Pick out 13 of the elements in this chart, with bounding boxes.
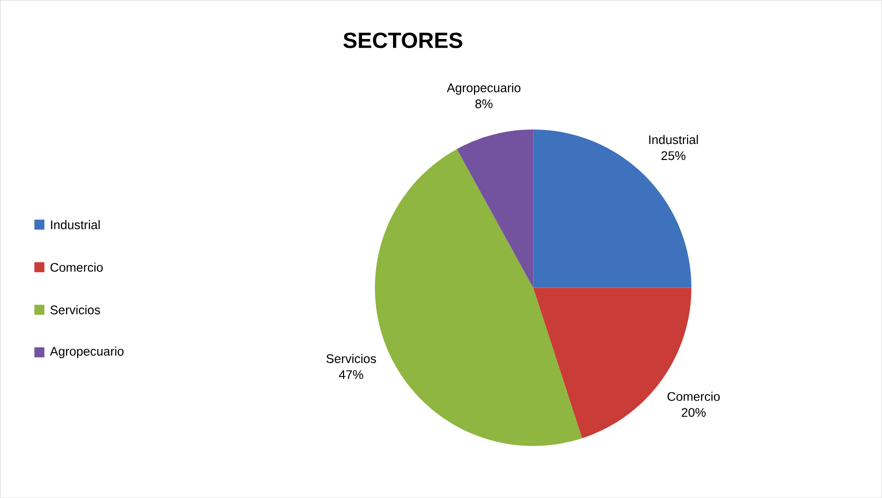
data-label: 47% bbox=[338, 370, 364, 379]
legend-label: Industrial bbox=[51, 220, 100, 230]
legend-label: Servicios bbox=[50, 305, 100, 314]
slice-label: Servicios bbox=[326, 354, 376, 363]
data-label: 25% bbox=[662, 151, 686, 160]
slice-label: Comercio bbox=[668, 392, 720, 401]
chart-title: SECTORES bbox=[343, 32, 462, 48]
slice-label: Agropecuario bbox=[446, 82, 520, 95]
slice-label: Industrial bbox=[649, 134, 698, 144]
legend-label: Agropecuario bbox=[50, 346, 124, 358]
data-label: 8% bbox=[475, 99, 492, 108]
data-label: 20% bbox=[682, 408, 706, 417]
legend-label: Comercio bbox=[50, 262, 103, 272]
